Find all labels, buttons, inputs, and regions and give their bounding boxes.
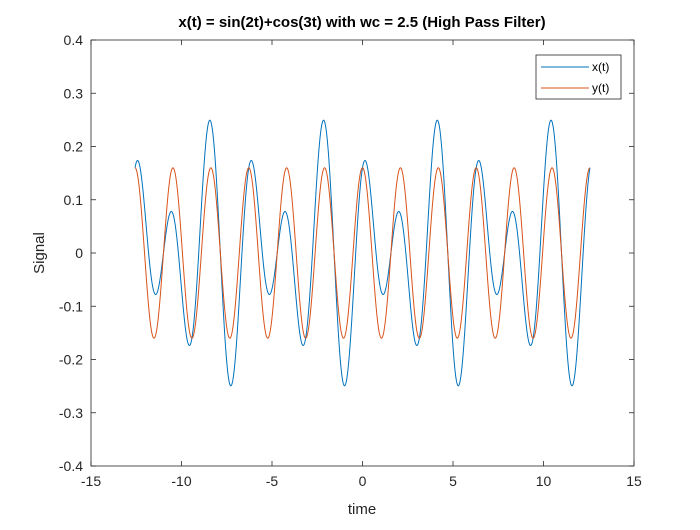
x-tick-label: -10 xyxy=(171,473,191,489)
x-tick-label: 15 xyxy=(626,473,642,489)
x-tick-label: -5 xyxy=(266,473,279,489)
x-tick-label: 5 xyxy=(449,473,457,489)
plot-area xyxy=(91,40,634,466)
y-tick-label: -0.3 xyxy=(59,405,83,421)
axes-box xyxy=(90,39,635,467)
y-tick-label: 0 xyxy=(75,245,83,261)
x-tick-label: 0 xyxy=(359,473,367,489)
legend: x(t) y(t) xyxy=(535,54,622,100)
legend-label-y: y(t) xyxy=(592,81,609,95)
y-tick-label: 0.2 xyxy=(64,139,84,155)
y-tick-label: 0.4 xyxy=(64,32,84,48)
legend-box xyxy=(535,54,622,100)
y-tick-label: -0.2 xyxy=(59,352,83,368)
y-tick-label: -0.1 xyxy=(59,298,83,314)
chart-title: x(t) = sin(2t)+cos(3t) with wc = 2.5 (Hi… xyxy=(178,14,545,31)
series-layer xyxy=(134,119,591,387)
legend-label-x: x(t) xyxy=(592,60,609,74)
y-tick-label: 0.1 xyxy=(64,192,84,208)
y-tick-label: -0.4 xyxy=(59,458,83,474)
y-tick-label: 0.3 xyxy=(64,85,84,101)
y-axis-label: Signal xyxy=(31,232,48,274)
x-axis-label: time xyxy=(348,501,376,518)
x-tick-label: -15 xyxy=(81,473,101,489)
x-tick-label: 10 xyxy=(536,473,552,489)
series-line-y xyxy=(134,167,591,339)
